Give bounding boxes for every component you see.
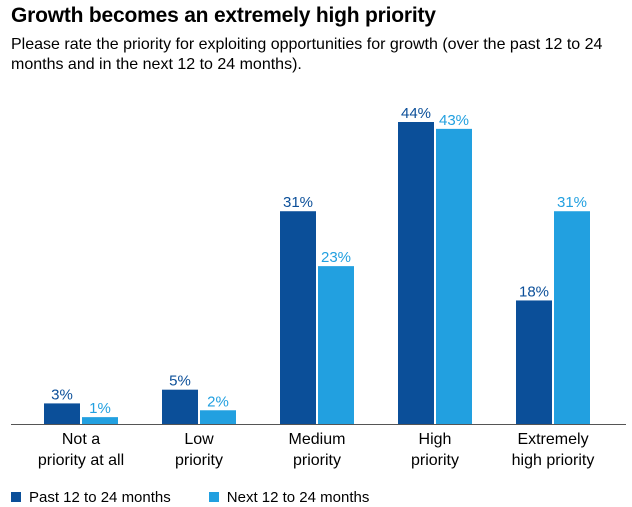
value-label-past-0: 3% — [51, 386, 73, 403]
value-label-past-4: 18% — [519, 283, 549, 300]
bar-next-0 — [82, 417, 118, 424]
value-label-past-1: 5% — [169, 373, 191, 390]
value-label-next-3: 43% — [439, 112, 469, 129]
legend: Past 12 to 24 months Next 12 to 24 month… — [11, 487, 407, 507]
bar-past-3 — [398, 122, 434, 424]
legend-item-next: Next 12 to 24 months — [208, 488, 370, 506]
bar-chart: 3% 5% 31% 44% 18% 1% 2% 23% 43% 31% Not a priority… — [11, 105, 626, 469]
category-labels-group: Not a priority at all Low priority Medium pri… — [38, 431, 594, 469]
bar-past-4 — [516, 300, 552, 424]
bar-next-2 — [318, 266, 354, 424]
value-label-past-2: 31% — [283, 194, 313, 211]
category-label-4-line-1: high priority — [512, 452, 595, 469]
chart-title: Growth becomes an extremely high priorit… — [11, 4, 436, 27]
legend-label-next: Next 12 to 24 months — [226, 488, 370, 506]
value-label-next-0: 1% — [89, 400, 111, 417]
bar-next-4 — [554, 211, 590, 424]
value-label-past-3: 44% — [401, 105, 431, 122]
legend-label-past: Past 12 to 24 months — [29, 488, 171, 506]
category-label-1-line-1: priority — [175, 452, 223, 469]
chart-subtitle: Please rate the priority for exploiting … — [11, 36, 603, 73]
bar-past-2 — [280, 211, 316, 424]
category-label-2-line-1: priority — [293, 452, 341, 469]
bar-next-3 — [436, 128, 472, 424]
bar-past-1 — [162, 389, 198, 424]
category-label-3-line-1: priority — [411, 452, 459, 469]
category-label-3-line-0: High — [419, 431, 452, 448]
value-label-next-4: 31% — [557, 194, 587, 211]
category-label-1-line-0: Low — [184, 431, 214, 448]
category-label-0-line-0: Not a — [62, 431, 100, 448]
value-label-next-2: 23% — [321, 249, 351, 266]
legend-swatch-next — [208, 492, 219, 502]
category-label-0-line-1: priority at all — [38, 452, 124, 469]
bar-past-0 — [44, 403, 80, 424]
legend-swatch-past — [11, 492, 21, 502]
bars-group — [44, 122, 590, 424]
legend-item-past: Past 12 to 24 months — [11, 489, 171, 506]
category-label-4-line-0: Extremely — [517, 431, 588, 448]
category-label-2-line-0: Medium — [289, 431, 346, 448]
value-label-next-1: 2% — [207, 393, 229, 410]
value-labels-group: 3% 5% 31% 44% 18% 1% 2% 23% 43% 31% — [51, 105, 587, 417]
bar-next-1 — [200, 410, 236, 424]
